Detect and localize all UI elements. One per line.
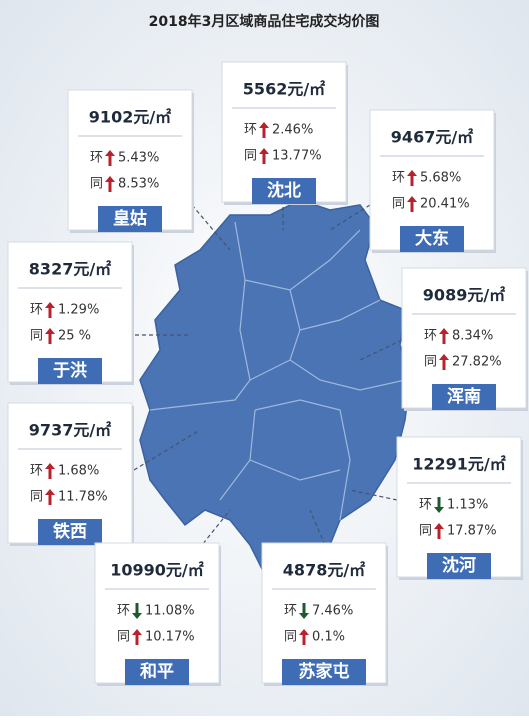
arrow-down: [434, 497, 444, 513]
arrow-up: [407, 170, 417, 186]
yoy-label: 同: [419, 524, 432, 539]
price: 9102元/㎡: [89, 108, 171, 127]
price: 9737元/㎡: [29, 421, 111, 440]
yoy-value: 0.1%: [312, 630, 345, 645]
district-name: 于洪: [53, 360, 87, 381]
leader-lines: [133, 200, 403, 561]
mom-value: 8.34%: [452, 329, 493, 344]
mom-value: 5.68%: [420, 171, 461, 186]
name-tag: [252, 178, 316, 204]
name-tag: [98, 206, 162, 232]
mom-value: 11.08%: [145, 604, 195, 619]
name-tag: [38, 519, 102, 545]
title: 2018年3月区域商品住宅成交均价图: [149, 13, 380, 30]
yoy-value: 10.17%: [145, 630, 195, 645]
arrow-down: [299, 603, 309, 619]
district-name: 皇姑: [113, 208, 147, 229]
yoy-value: 11.78%: [58, 490, 108, 505]
mom-label: 环: [424, 329, 437, 344]
yoy-label: 同: [284, 630, 297, 645]
name-tag: [125, 659, 189, 685]
yoy-label: 同: [117, 630, 130, 645]
district-name: 和平: [140, 662, 174, 682]
arrow-up: [105, 150, 115, 166]
mom-label: 环: [117, 604, 130, 619]
yoy-value: 25 %: [58, 329, 91, 344]
price: 5562元/㎡: [243, 80, 325, 99]
name-tag: [282, 659, 366, 685]
mom-label: 环: [392, 171, 405, 186]
price: 4878元/㎡: [283, 561, 365, 580]
yoy-label: 同: [90, 177, 103, 192]
mom-label: 环: [419, 498, 432, 513]
district-card: 9467元/㎡环 5.68% 同 20.41% 大东: [369, 109, 496, 253]
arrow-up: [259, 122, 269, 138]
mom-label: 环: [284, 604, 297, 619]
district-card: 12291元/㎡环 1.13% 同 17.87% 沈河: [396, 436, 523, 580]
arrow-up: [45, 302, 55, 318]
yoy-label: 同: [424, 355, 437, 370]
name-tag: [427, 553, 491, 579]
district-card: 4878元/㎡环 7.46% 同 0.1% 苏家屯: [261, 542, 388, 686]
arrow-up: [105, 176, 115, 192]
district-name: 铁西: [53, 521, 87, 542]
mom-label: 环: [30, 303, 43, 318]
yoy-value: 20.41%: [420, 197, 470, 212]
price: 10990元/㎡: [110, 561, 204, 580]
yoy-value: 8.53%: [118, 177, 159, 192]
district-name: 浑南: [447, 386, 481, 407]
yoy-label: 同: [30, 490, 43, 505]
mom-label: 环: [244, 123, 257, 138]
mom-label: 环: [30, 464, 43, 479]
yoy-value: 13.77%: [272, 149, 322, 164]
yoy-value: 27.82%: [452, 355, 502, 370]
arrow-up: [434, 523, 444, 539]
district-borders: [149, 221, 406, 521]
name-tag: [400, 226, 464, 252]
mom-value: 2.46%: [272, 123, 313, 138]
arrow-down: [132, 603, 142, 619]
arrow-up: [45, 489, 55, 505]
district-name: 苏家屯: [299, 661, 350, 682]
name-tag: [432, 384, 496, 410]
district-card: 8327元/㎡环 1.29% 同 25 % 于洪: [7, 241, 134, 385]
arrow-up: [439, 354, 449, 370]
mom-value: 5.43%: [118, 151, 159, 166]
arrow-up: [45, 463, 55, 479]
arrow-up: [407, 196, 417, 212]
yoy-label: 同: [392, 197, 405, 212]
arrow-up: [259, 148, 269, 164]
district-name: 沈北: [267, 180, 301, 201]
price: 9089元/㎡: [423, 286, 505, 305]
mom-value: 7.46%: [312, 604, 353, 619]
yoy-label: 同: [244, 149, 257, 164]
mom-value: 1.68%: [58, 464, 99, 479]
arrow-up: [299, 629, 309, 645]
district-card: 9102元/㎡环 5.43% 同 8.53% 皇姑: [67, 89, 194, 233]
district-card: 9089元/㎡环 8.34% 同 27.82% 浑南: [401, 267, 528, 411]
yoy-value: 17.87%: [447, 524, 497, 539]
arrow-up: [132, 629, 142, 645]
mom-label: 环: [90, 151, 103, 166]
cards: 9102元/㎡环 5.43% 同 8.53% 皇姑 5562元/㎡环 2.46% 同 13.77…: [7, 61, 528, 686]
price: 8327元/㎡: [29, 260, 111, 279]
district-card: 10990元/㎡环 11.08% 同 10.17% 和平: [94, 542, 221, 686]
name-tag: [38, 358, 102, 384]
district-card: 9737元/㎡环 1.68% 同 11.78% 铁西: [7, 402, 134, 546]
arrow-up: [45, 328, 55, 344]
mom-value: 1.29%: [58, 303, 99, 318]
district-card: 5562元/㎡环 2.46% 同 13.77% 沈北: [221, 61, 348, 205]
arrow-up: [439, 328, 449, 344]
district-name: 大东: [415, 228, 449, 249]
mom-value: 1.13%: [447, 498, 488, 513]
district-name: 沈河: [442, 555, 476, 576]
price: 9467元/㎡: [391, 128, 473, 147]
price: 12291元/㎡: [412, 455, 506, 474]
yoy-label: 同: [30, 329, 43, 344]
